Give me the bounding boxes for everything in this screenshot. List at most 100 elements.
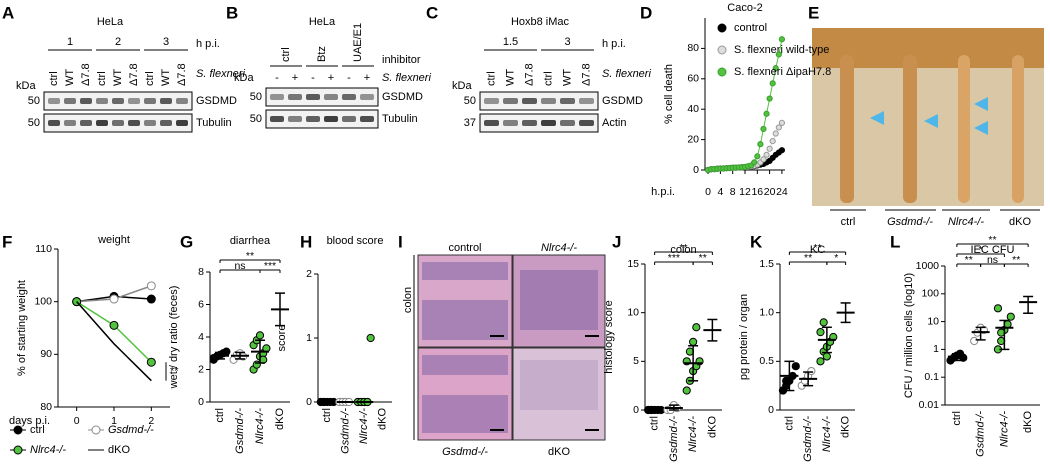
data-point <box>772 130 779 137</box>
chart-title: IEC CFU <box>971 244 1015 256</box>
photo-label: ctrl <box>841 216 856 228</box>
arrowhead <box>924 114 938 128</box>
timepoint: 3 <box>163 36 169 48</box>
blot-band <box>342 94 356 100</box>
y-tick-label: 1000 <box>916 260 940 272</box>
data-point <box>222 347 231 356</box>
lane-label: Δ7.8 <box>176 63 188 86</box>
protein-label: GSDMD <box>382 91 423 103</box>
category-label: Gsdmd-/- <box>975 411 987 457</box>
category-label: dKO <box>706 416 718 438</box>
data-point <box>255 331 265 340</box>
chart-title: Caco-2 <box>727 2 762 14</box>
photo-label: dKO <box>1009 216 1031 228</box>
lane-label: WT <box>561 69 573 86</box>
data-point <box>689 337 698 346</box>
chart-title: blood score <box>327 235 384 247</box>
y-tick-label: 40 <box>687 103 699 115</box>
y-tick-label: 80 <box>687 42 699 54</box>
data-point <box>146 281 156 291</box>
y-axis-label: CFU / million cells (log10) <box>903 273 915 398</box>
blot-band <box>288 116 302 122</box>
histology-label: Gsdmd-/- <box>442 446 488 458</box>
y-tick-label: 60 <box>687 73 699 85</box>
blot-band <box>96 98 108 104</box>
blot-band <box>160 120 172 126</box>
data-point <box>772 65 779 72</box>
arrowhead <box>974 97 988 111</box>
data-point <box>791 362 800 371</box>
significance: ** <box>170 365 179 377</box>
x-tick-label: 0 <box>74 415 80 427</box>
data-point <box>757 141 764 148</box>
category-label: Gsdmd-/- <box>340 408 352 454</box>
blot-band <box>579 98 594 104</box>
blot-frame <box>479 91 599 111</box>
sign: - <box>347 72 351 84</box>
y-tick-label: 0.5 <box>759 355 774 367</box>
y-tick-label: 2 <box>198 363 204 375</box>
y-axis-label: % cell death <box>663 64 675 124</box>
chart-title: KC <box>810 244 825 256</box>
blot-band <box>128 98 140 104</box>
lane-label: ctrl <box>96 71 108 86</box>
category-label: Nlrc4-/- <box>687 416 699 452</box>
blot-band <box>64 120 76 126</box>
arrowhead <box>974 121 988 135</box>
y-tick-label: 100 <box>34 295 52 307</box>
timepoint: 2 <box>115 36 121 48</box>
lane-label: WT <box>160 69 172 86</box>
y-tick-label: 15 <box>627 258 639 270</box>
data-point <box>816 357 825 366</box>
y-tick-label: 10 <box>627 306 639 318</box>
blot-band <box>503 120 518 126</box>
blot-band <box>112 120 124 126</box>
data-point <box>754 153 761 160</box>
y-tick-label: 20 <box>687 133 699 145</box>
lane-label: ctrl <box>144 71 156 86</box>
blot-band <box>324 116 338 122</box>
molecular-weight: 50 <box>250 91 262 103</box>
lane-label: ctrl <box>485 71 497 86</box>
timepoint: 3 <box>564 36 570 48</box>
blot-band <box>270 94 284 100</box>
legend-marker <box>13 445 23 455</box>
blot-frame <box>265 87 379 107</box>
y-axis-label: score <box>276 325 288 352</box>
legend-label: S. flexneri wild-type <box>734 44 829 56</box>
panel-label: G <box>180 232 193 251</box>
category-label: ctrl <box>649 416 661 431</box>
category-label: dKO <box>1022 411 1034 433</box>
lane-label: Δ7.8 <box>80 63 92 86</box>
y-tick-label: 1.0 <box>759 306 774 318</box>
legend-marker <box>13 425 23 435</box>
significance: ** <box>804 252 812 264</box>
blot-frame <box>479 113 599 133</box>
blot-band <box>306 116 320 122</box>
category-label: Nlrc4-/- <box>358 408 370 444</box>
protein-label: GSDMD <box>602 95 643 107</box>
sign: - <box>311 72 315 84</box>
cell-type: HeLa <box>309 16 336 28</box>
blot-band <box>128 120 140 126</box>
treatment: S. flexneri <box>602 68 651 80</box>
blot-band <box>288 94 302 100</box>
y-tick-label: 1.5 <box>759 258 774 270</box>
blot-band <box>96 120 108 126</box>
data-point <box>763 151 770 158</box>
data-point <box>763 110 770 117</box>
data-point <box>816 328 825 337</box>
data-point <box>819 318 828 327</box>
y-tick-label: 0.01 <box>919 399 940 411</box>
y-tick-label: 0 <box>198 396 204 408</box>
colon-strip <box>903 55 917 203</box>
molecular-weight: 50 <box>250 113 262 125</box>
category-label: Nlrc4-/- <box>821 416 833 452</box>
significance: ** <box>1012 254 1020 266</box>
blot-band <box>176 98 188 104</box>
panel-label: B <box>226 3 238 22</box>
legend-label: Nlrc4-/- <box>30 444 66 456</box>
time-unit: h p.i. <box>196 38 220 50</box>
y-tick-label: 0 <box>768 404 774 416</box>
